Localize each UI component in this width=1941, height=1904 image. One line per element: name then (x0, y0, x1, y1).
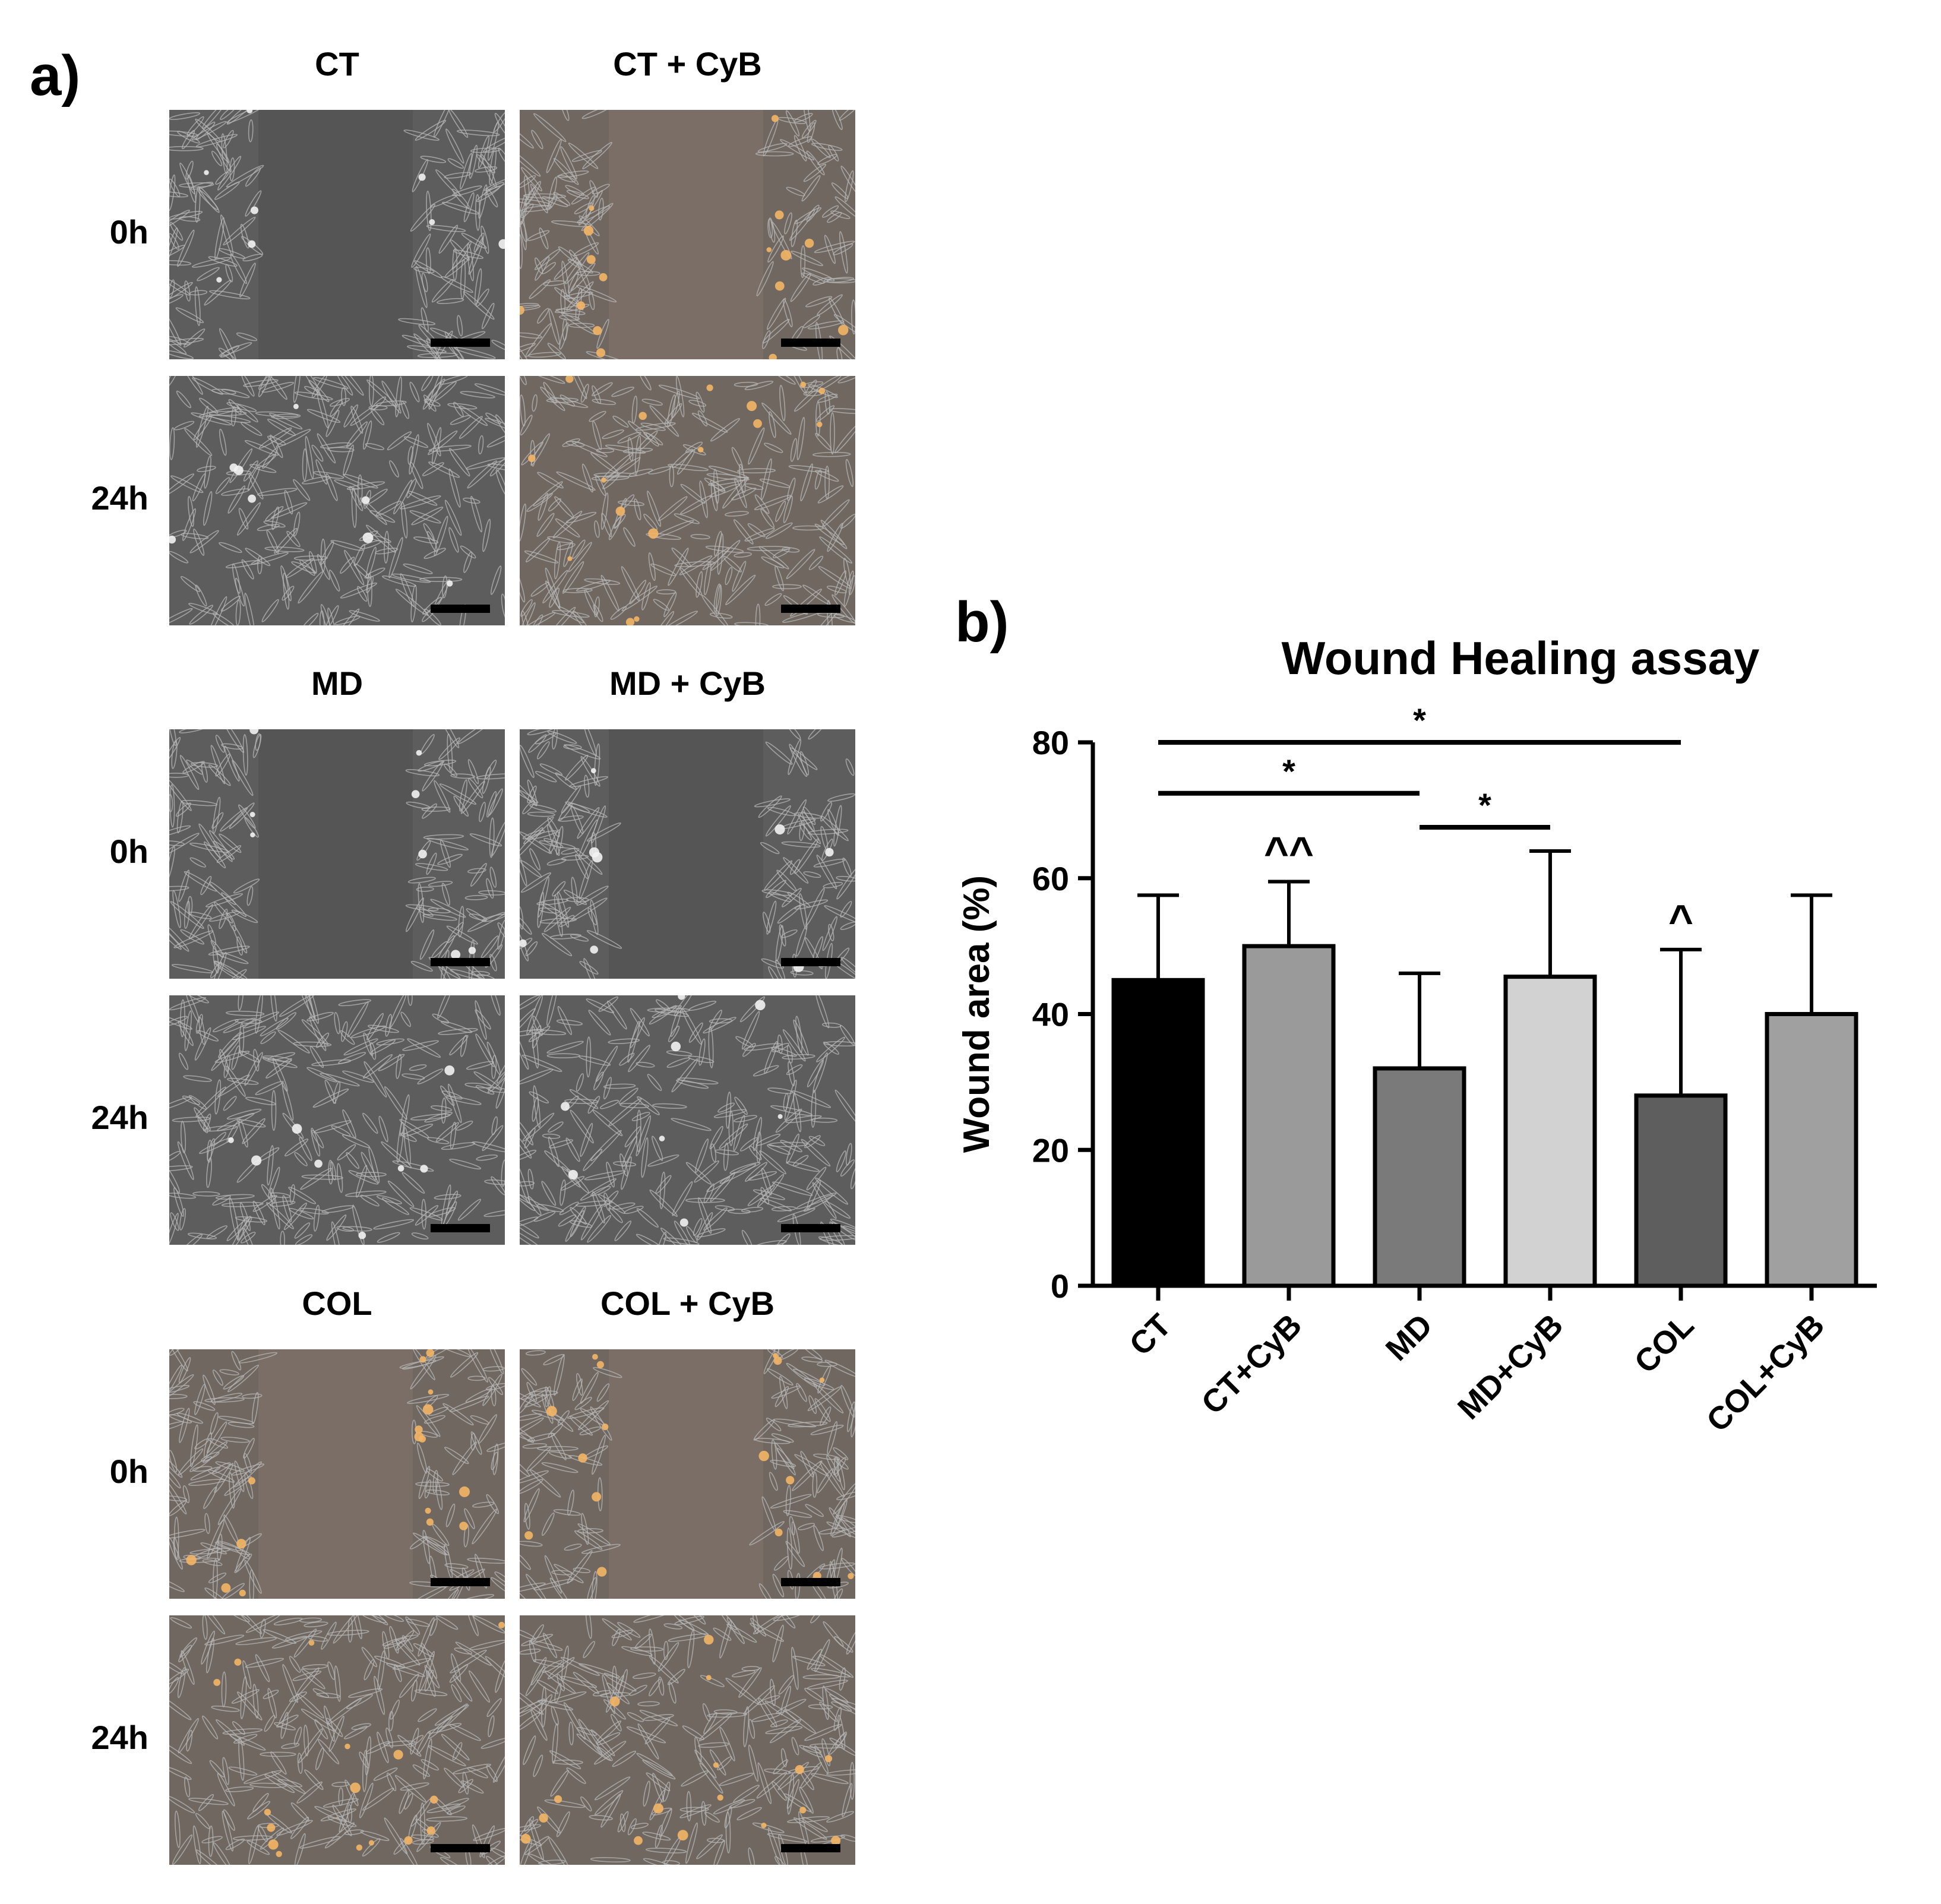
significance-marker: * (1478, 786, 1491, 824)
bar-annotation: ^^ (1264, 828, 1314, 876)
scale-bar (781, 605, 840, 613)
y-tick-label: 40 (1032, 996, 1069, 1033)
x-tick-label: MD+CyB (1451, 1307, 1570, 1426)
wound-healing-bar-chart: Wound Healing assay Wound area (%) 0 20 40 60… (956, 632, 1877, 1439)
micrograph-image (520, 1349, 855, 1599)
micrograph-image (520, 110, 855, 359)
scale-bar (431, 1578, 490, 1586)
condition-header: MD (311, 665, 363, 702)
x-tick-label: MD (1379, 1307, 1440, 1368)
bar (1111, 978, 1205, 1288)
micrograph-image (520, 376, 855, 625)
x-tick-label: CT (1123, 1307, 1178, 1362)
scale-bar (431, 1844, 490, 1852)
significance-marker: * (1413, 701, 1426, 739)
condition-header: CT + CyB (613, 45, 762, 83)
time-label: 24h (91, 1719, 149, 1756)
scale-bar (431, 605, 490, 613)
micrograph-image (169, 1615, 505, 1865)
y-tick-label: 20 (1032, 1131, 1069, 1169)
micrograph-image (169, 729, 505, 979)
condition-header: COL + CyB (600, 1285, 775, 1322)
micrograph-image (169, 995, 505, 1245)
y-tick-label: 60 (1032, 860, 1069, 897)
panel-b-label: b) (955, 590, 1009, 654)
micrograph-image (520, 995, 855, 1245)
scale-bar (781, 1224, 840, 1232)
micrograph-image (169, 376, 505, 625)
y-tick-label: 0 (1051, 1267, 1069, 1305)
time-label: 0h (109, 213, 148, 251)
bar (1242, 944, 1336, 1288)
micrograph-image (520, 729, 855, 979)
time-label: 0h (109, 1453, 148, 1490)
panel-a-label: a) (30, 44, 81, 107)
time-label: 24h (91, 479, 149, 517)
bar (1765, 1012, 1858, 1288)
condition-header: CT (315, 45, 359, 83)
x-tick-label: COL+CyB (1700, 1307, 1832, 1439)
bar-annotation: ^ (1668, 897, 1693, 944)
scale-bar (431, 958, 490, 966)
scale-bar (431, 339, 490, 347)
bar (1503, 975, 1597, 1288)
time-label: 24h (91, 1099, 149, 1136)
time-label: 0h (109, 833, 148, 870)
scale-bar (781, 1844, 840, 1852)
x-tick-label: CT+CyB (1194, 1307, 1308, 1421)
scale-bar (431, 1224, 490, 1232)
micrograph-image (169, 1349, 505, 1599)
x-tick-label: COL (1627, 1307, 1700, 1380)
scale-bar (781, 339, 840, 347)
chart-title: Wound Healing assay (1282, 632, 1760, 684)
y-axis-label: Wound area (%) (956, 875, 997, 1153)
condition-header: COL (302, 1285, 372, 1322)
condition-header: MD + CyB (609, 665, 766, 702)
bar (1373, 1066, 1466, 1288)
scale-bar (781, 1578, 840, 1586)
scale-bar (781, 958, 840, 966)
micrograph-image (169, 110, 505, 359)
micrograph-image (520, 1615, 855, 1865)
y-tick-label: 80 (1032, 724, 1069, 761)
bar (1634, 1093, 1728, 1288)
significance-marker: * (1282, 752, 1295, 790)
